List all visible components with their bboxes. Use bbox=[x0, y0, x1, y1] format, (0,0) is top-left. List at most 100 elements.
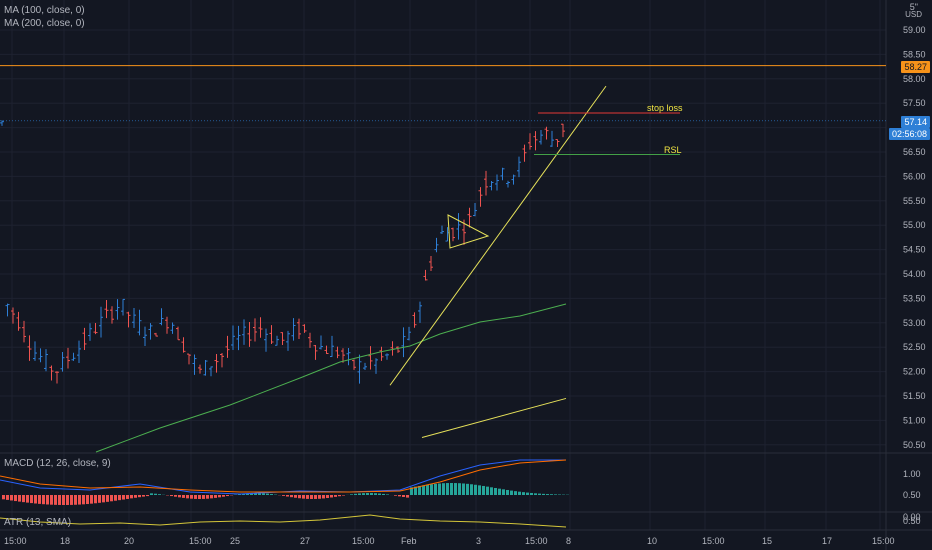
macd-histogram-bar bbox=[2, 495, 5, 500]
macd-histogram-bar bbox=[454, 483, 457, 495]
macd-histogram-bar bbox=[154, 493, 157, 495]
macd-histogram-bar bbox=[178, 495, 181, 498]
macd-histogram-bar bbox=[194, 495, 197, 499]
macd-histogram-bar bbox=[66, 495, 69, 505]
macd-histogram-bar bbox=[406, 495, 409, 498]
macd-histogram-bar bbox=[522, 492, 525, 495]
macd-histogram-bar bbox=[442, 483, 445, 495]
macd-histogram-bar bbox=[34, 495, 37, 504]
macd-histogram-bar bbox=[110, 495, 113, 502]
time-tick-label: 25 bbox=[230, 536, 240, 546]
time-tick-label: 27 bbox=[300, 536, 310, 546]
price-tick-label: 55.00 bbox=[903, 220, 926, 230]
ma200-legend[interactable]: MA (200, close, 0) bbox=[4, 18, 85, 29]
macd-tick-label: 1.00 bbox=[903, 469, 921, 479]
macd-histogram-bar bbox=[122, 495, 125, 500]
time-tick-label: 3 bbox=[476, 536, 481, 546]
macd-histogram-bar bbox=[254, 493, 257, 495]
macd-histogram-bar bbox=[266, 493, 269, 495]
macd-histogram-bar bbox=[422, 485, 425, 495]
macd-histogram-bar bbox=[158, 494, 161, 495]
macd-histogram-bar bbox=[106, 495, 109, 502]
macd-histogram-bar bbox=[510, 490, 513, 495]
macd-histogram-bar bbox=[150, 493, 153, 495]
macd-histogram-bar bbox=[42, 495, 45, 505]
macd-tick-label: 0.00 bbox=[903, 512, 921, 522]
macd-histogram-bar bbox=[374, 493, 377, 495]
macd-histogram-bar bbox=[102, 495, 105, 503]
rsl-label: RSL bbox=[664, 145, 682, 155]
price-tick-label: 59.00 bbox=[903, 25, 926, 35]
macd-histogram-bar bbox=[314, 495, 317, 499]
macd-histogram-bar bbox=[246, 493, 249, 495]
macd-histogram-bar bbox=[238, 494, 241, 495]
time-tick-label: 15 bbox=[762, 536, 772, 546]
macd-histogram-bar bbox=[38, 495, 41, 504]
macd-histogram-bar bbox=[554, 494, 557, 495]
atr-legend[interactable]: ATR (13, SMA) bbox=[4, 517, 72, 528]
macd-histogram-bar bbox=[142, 495, 145, 497]
macd-histogram-bar bbox=[450, 483, 453, 495]
macd-histogram-bar bbox=[54, 495, 57, 505]
macd-signal-line bbox=[0, 459, 567, 493]
macd-histogram-bar bbox=[426, 484, 429, 495]
price-tick-label: 58.50 bbox=[903, 49, 926, 59]
macd-histogram-bar bbox=[334, 495, 337, 497]
macd-histogram-bar bbox=[462, 483, 465, 495]
macd-histogram-bar bbox=[414, 486, 417, 495]
time-tick-label: 8 bbox=[566, 536, 571, 546]
macd-histogram-bar bbox=[310, 495, 313, 499]
macd-histogram-bar bbox=[10, 495, 13, 501]
price-tick-label: 56.50 bbox=[903, 147, 926, 157]
macd-histogram-bar bbox=[514, 491, 517, 495]
macd-histogram-bar bbox=[546, 494, 549, 495]
macd-legend[interactable]: MACD (12, 26, close, 9) bbox=[4, 458, 111, 469]
macd-histogram-bar bbox=[398, 495, 401, 497]
macd-histogram-bar bbox=[186, 495, 189, 499]
time-tick-label: 10 bbox=[647, 536, 657, 546]
time-tick-label: 18 bbox=[60, 536, 70, 546]
time-tick-label: 15:00 bbox=[702, 536, 725, 546]
price-tick-label: 51.50 bbox=[903, 391, 926, 401]
macd-histogram-bar bbox=[190, 495, 193, 499]
macd-histogram-bar bbox=[526, 492, 529, 495]
macd-histogram-bar bbox=[342, 495, 345, 496]
macd-histogram-bar bbox=[50, 495, 53, 505]
triangle-pattern bbox=[447, 214, 490, 249]
macd-histogram-bar bbox=[482, 485, 485, 495]
macd-histogram-bar bbox=[530, 492, 533, 495]
macd-histogram-bar bbox=[118, 495, 121, 501]
macd-histogram-bar bbox=[434, 483, 437, 495]
price-tick-label: 52.50 bbox=[903, 342, 926, 352]
macd-histogram-bar bbox=[446, 483, 449, 495]
macd-line bbox=[0, 459, 566, 495]
macd-histogram-bar bbox=[286, 495, 289, 497]
macd-histogram-bar bbox=[98, 495, 101, 503]
price-tick-label: 55.50 bbox=[903, 196, 926, 206]
macd-histogram-bar bbox=[198, 495, 201, 499]
price-tick-label: 51.00 bbox=[903, 415, 926, 425]
macd-histogram-bar bbox=[130, 495, 133, 499]
price-tick-label: 56.00 bbox=[903, 171, 926, 181]
macd-histogram-bar bbox=[322, 495, 325, 499]
macd-histogram-bar bbox=[6, 495, 9, 500]
macd-histogram-bar bbox=[378, 493, 381, 495]
ma100-legend[interactable]: MA (100, close, 0) bbox=[4, 5, 85, 16]
macd-histogram-bar bbox=[338, 495, 341, 497]
macd-histogram-bar bbox=[70, 495, 73, 505]
price-tick-label: 53.00 bbox=[903, 318, 926, 328]
stop-loss-label: stop loss bbox=[647, 103, 683, 113]
macd-histogram-bar bbox=[354, 493, 357, 495]
currency-label[interactable]: USD bbox=[905, 10, 922, 19]
macd-histogram-bar bbox=[46, 495, 49, 505]
time-tick-label: Feb bbox=[401, 536, 417, 546]
macd-histogram-bar bbox=[326, 495, 329, 499]
macd-histogram-bar bbox=[550, 494, 553, 495]
price-tick-label: 54.00 bbox=[903, 269, 926, 279]
macd-histogram-bar bbox=[350, 494, 353, 495]
macd-histogram-bar bbox=[114, 495, 117, 501]
macd-histogram-bar bbox=[218, 495, 221, 498]
macd-histogram-bar bbox=[438, 483, 441, 495]
